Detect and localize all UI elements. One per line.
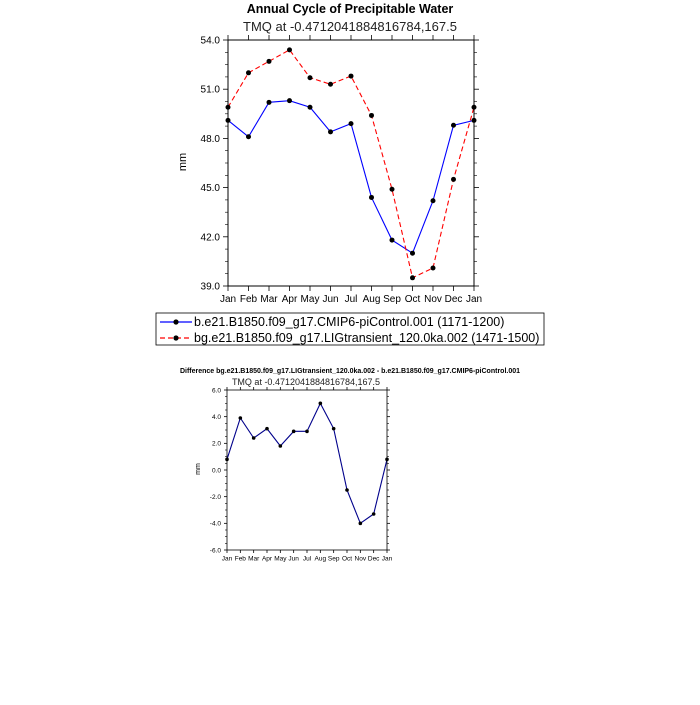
data-point <box>430 265 436 271</box>
x-tick-label: Apr <box>262 556 273 563</box>
x-tick-label: Oct <box>405 294 421 305</box>
data-point <box>266 58 272 64</box>
data-point <box>328 129 333 135</box>
x-tick-label: Jul <box>303 556 312 563</box>
x-tick-label: Feb <box>240 294 258 305</box>
x-tick-label: Dec <box>368 556 380 563</box>
x-tick-label: May <box>301 294 320 305</box>
data-point <box>389 186 395 192</box>
y-tick-label: 6.0 <box>212 387 221 394</box>
difference-series-layer <box>225 401 389 526</box>
data-point <box>307 104 313 110</box>
data-point <box>251 436 256 440</box>
y-tick-label: -6.0 <box>210 547 222 554</box>
data-point <box>451 176 456 182</box>
legend-box <box>155 312 545 346</box>
legend-marker-control <box>173 319 179 325</box>
difference-title: Difference bg.e21.B1850.f09_g17.LIGtrans… <box>180 368 520 375</box>
y-tick-label: 51.0 <box>201 85 221 96</box>
x-tick-label: Jan <box>222 556 233 563</box>
data-point <box>358 521 363 526</box>
y-tick-label: -4.0 <box>210 521 222 528</box>
chart-subtitle: TMQ at -0.4712041884816784,167.5 <box>243 19 457 34</box>
x-tick-label: Sep <box>328 556 340 563</box>
plot-frame <box>227 39 475 287</box>
legend-entry-control: b.e21.B1850.f09_g17.CMIP6-piControl.001 … <box>160 315 504 329</box>
x-tick-label: May <box>274 556 287 563</box>
x-tick-label: Jun <box>288 556 299 563</box>
x-tick-label: Aug <box>315 556 327 563</box>
legend-label-lig: bg.e21.B1850.f09_g17.LIGtransient_120.0k… <box>194 331 539 345</box>
data-point <box>266 99 272 105</box>
y-tick-label: 0.0 <box>212 467 221 474</box>
chart-title: Annual Cycle of Precipitable Water <box>247 2 454 16</box>
x-tick-label: Apr <box>282 294 298 305</box>
x-tick-label: Jan <box>382 556 393 563</box>
x-tick-label: Nov <box>424 294 442 305</box>
legend-marker-lig <box>173 335 179 341</box>
data-point <box>287 98 292 104</box>
legend-label-control: b.e21.B1850.f09_g17.CMIP6-piControl.001 … <box>194 315 504 329</box>
y-tick-label: -2.0 <box>210 494 222 501</box>
annual-cycle-chart: Annual Cycle of Precipitable Water TMQ a… <box>177 2 482 305</box>
data-point <box>238 416 243 420</box>
x-tick-label: Sep <box>383 294 401 305</box>
data-point <box>331 426 336 431</box>
data-point <box>389 237 395 243</box>
data-point <box>287 47 292 53</box>
x-tick-label: Dec <box>445 294 463 305</box>
series-line-1 <box>227 49 475 279</box>
difference-plot-area: Jan Feb Mar Apr May Jun Jul Aug Sep Oct Nov Dec Jan-… <box>210 387 393 563</box>
data-point <box>291 429 296 434</box>
y-tick-label: 4.0 <box>212 414 221 421</box>
difference-plot-frame <box>226 389 388 551</box>
difference-chart: Difference bg.e21.B1850.f09_g17.LIGtrans… <box>180 368 520 563</box>
series-line-0 <box>226 402 388 525</box>
y-tick-label: 45.0 <box>201 183 221 194</box>
y-tick-label: 39.0 <box>201 282 221 293</box>
x-tick-label: Feb <box>235 556 247 563</box>
data-point <box>410 250 415 256</box>
data-point <box>305 429 309 434</box>
data-point <box>369 112 374 118</box>
y-tick-label: 2.0 <box>212 441 221 448</box>
x-tick-label: Nov <box>355 556 367 563</box>
data-point <box>278 444 283 448</box>
plot-area: Jan Feb Mar Apr May Jun Jul Aug Sep Oct Nov Dec Jan3… <box>201 35 482 305</box>
data-point <box>345 488 349 492</box>
y-axis-label: mm <box>177 153 189 171</box>
y-tick-label: 42.0 <box>201 232 221 243</box>
x-tick-label: Jan <box>466 294 482 305</box>
data-point <box>246 70 251 76</box>
data-point <box>410 275 415 281</box>
legend: b.e21.B1850.f09_g17.CMIP6-piControl.001 … <box>155 312 545 346</box>
x-tick-label: Jan <box>220 294 236 305</box>
data-point <box>451 122 456 128</box>
data-point <box>348 73 354 79</box>
data-point <box>265 426 269 431</box>
y-tick-label: 48.0 <box>201 134 221 145</box>
data-point <box>318 401 323 406</box>
y-tick-label: 54.0 <box>201 36 221 47</box>
x-tick-label: Oct <box>342 556 352 563</box>
data-point <box>369 194 374 200</box>
difference-subtitle: TMQ at -0.4712041884816784,167.5 <box>232 377 380 387</box>
data-point <box>246 134 251 140</box>
series-layer <box>225 47 477 281</box>
data-point <box>328 81 333 87</box>
data-point <box>430 198 436 204</box>
legend-entry-lig: bg.e21.B1850.f09_g17.LIGtransient_120.0k… <box>160 331 539 345</box>
difference-y-axis-label: mm <box>195 463 202 475</box>
data-point <box>371 512 376 516</box>
x-tick-label: Aug <box>363 294 381 305</box>
x-tick-label: Jul <box>345 294 358 305</box>
x-tick-label: Mar <box>248 556 260 563</box>
data-point <box>307 75 313 81</box>
x-tick-label: Jun <box>322 294 338 305</box>
x-tick-label: Mar <box>260 294 278 305</box>
data-point <box>348 121 354 127</box>
